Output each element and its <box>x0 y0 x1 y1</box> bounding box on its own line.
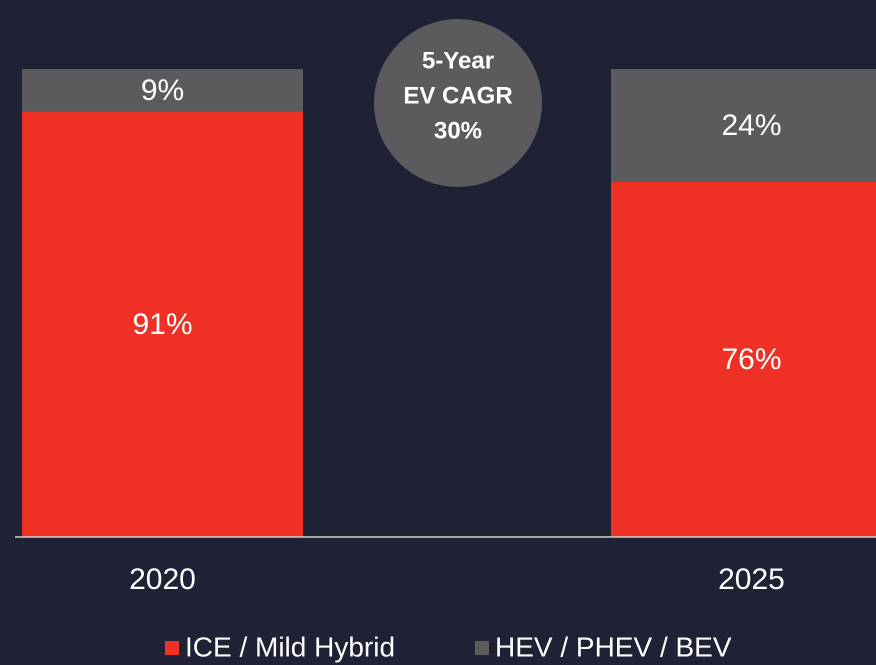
value-label: 76% <box>721 343 781 376</box>
x-tick-label: 2020 <box>129 563 196 596</box>
legend-label: ICE / Mild Hybrid <box>185 631 395 662</box>
annotation-text: 5-Year <box>422 47 494 74</box>
bar-segment <box>611 69 876 182</box>
value-label: 24% <box>721 109 781 142</box>
value-label: 9% <box>141 74 184 107</box>
legend-swatch <box>165 641 179 655</box>
x-tick-label: 2025 <box>718 563 785 596</box>
annotation-text: EV CAGR <box>403 82 512 109</box>
annotation-circle <box>374 19 542 187</box>
annotation-text: 30% <box>434 117 482 144</box>
value-label: 91% <box>132 308 192 341</box>
legend-label: HEV / PHEV / BEV <box>495 631 732 662</box>
bar-segment <box>22 69 303 112</box>
bar-segment <box>611 181 876 537</box>
legend-swatch <box>475 641 489 655</box>
bar-segment <box>22 111 303 538</box>
